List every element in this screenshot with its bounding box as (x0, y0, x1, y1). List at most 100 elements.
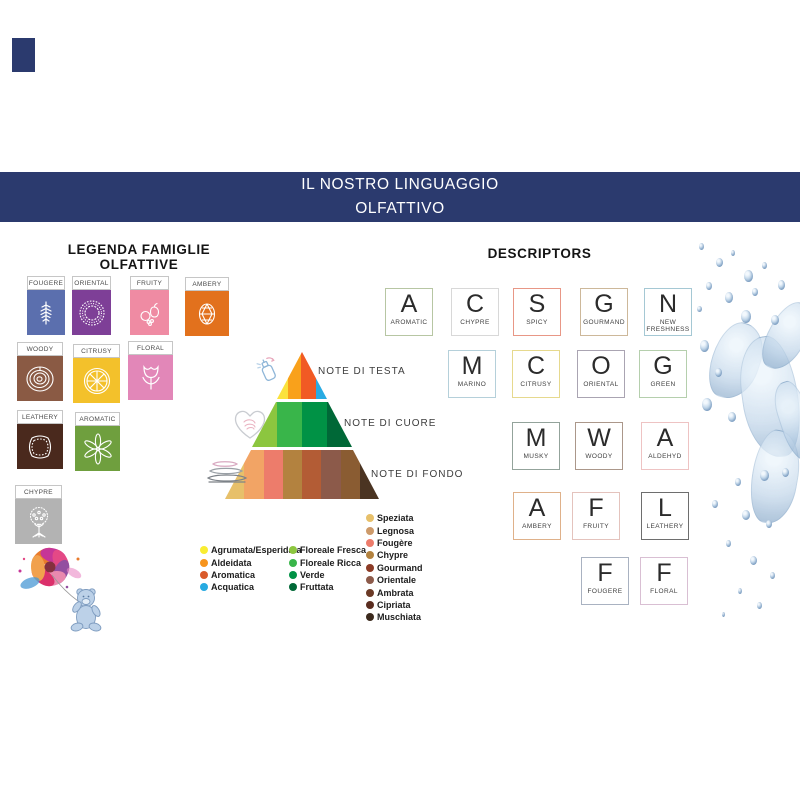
legend-dot (366, 576, 374, 585)
legend-dot (289, 546, 297, 555)
family-tile-label: FRUITY (130, 276, 169, 290)
family-tile-swatch (130, 290, 169, 335)
legend-dot (200, 558, 208, 567)
mandala-icon (78, 299, 105, 326)
descriptor-letter: L (658, 494, 672, 522)
descriptor-letter: C (465, 290, 485, 318)
spray-bottle-icon (256, 357, 276, 381)
descriptor-label: CHYPRE (460, 319, 490, 326)
layers-icon (206, 461, 248, 483)
tier-segment (263, 450, 283, 499)
descriptor-letter: A (656, 424, 674, 452)
page-title-line1: IL NOSTRO LINGUAGGIO (301, 176, 499, 193)
legend-item: Orientale (366, 574, 423, 586)
family-tile-swatch (185, 291, 229, 336)
family-tile-swatch (17, 424, 63, 469)
legend-label: Floreale Ricca (300, 557, 362, 568)
descriptor-label: FRUITY (583, 523, 609, 530)
descriptor-tile-chypre: C CHYPRE (451, 288, 499, 336)
descriptor-label: SPICY (526, 319, 548, 326)
family-tile-label: CITRUSY (73, 344, 120, 358)
header-bar: IL NOSTRO LINGUAGGIO OLFATTIVO (0, 172, 800, 222)
fern-icon (40, 300, 52, 325)
legend-dot (289, 583, 297, 592)
legend-dot (366, 600, 374, 609)
legend-item: Chypre (366, 549, 423, 561)
legend-item: Cipriata (366, 599, 423, 611)
descriptor-label: NEW FRESHNESS (646, 319, 690, 333)
leather-hide-icon (28, 434, 52, 459)
legend-dot (289, 558, 297, 567)
base-notes-label: NOTE DI FONDO (371, 469, 464, 480)
tier-segment (340, 450, 360, 499)
legend-dot (289, 570, 297, 579)
legend-item: Acquatica (200, 581, 302, 593)
legend-dot (366, 538, 374, 547)
legend-label: Speziata (377, 513, 414, 524)
descriptor-tile-new-freshness: N NEW FRESHNESS (644, 288, 692, 336)
family-tile-leathery: LEATHERY (17, 410, 63, 469)
tier-segment (302, 450, 322, 499)
legend-item: Gourmand (366, 562, 423, 574)
descriptor-tile-musky: M MUSKY (512, 422, 560, 470)
descriptor-letter: M (525, 424, 547, 452)
legend-label: Floreale Fresca (300, 545, 367, 556)
legend-dot (366, 526, 374, 535)
descriptor-letter: G (594, 290, 614, 318)
legend-item: Legnosa (366, 524, 423, 536)
legend-label: Muschiata (377, 612, 422, 623)
family-tile-label: FOUGERE (27, 276, 65, 290)
family-tile-citrusy: CITRUSY (73, 344, 120, 403)
descriptor-label: LEATHERY (646, 523, 684, 530)
legend-label: Legnosa (377, 525, 415, 536)
descriptor-tile-spicy: S SPICY (513, 288, 561, 336)
descriptor-label: FLORAL (650, 588, 678, 595)
pyramid-legend-column-2: Floreale Fresca Floreale Ricca Verde Fru… (289, 544, 366, 594)
legend-dot (200, 546, 208, 555)
descriptor-label: GREEN (650, 381, 676, 388)
descriptor-tile-green: G GREEN (639, 350, 687, 398)
family-tile-chypre: CHYPRE (15, 485, 62, 544)
legend-item: Aldeidata (200, 556, 302, 568)
legend-dot (366, 514, 374, 523)
family-tile-label: FLORAL (128, 341, 173, 355)
family-tile-swatch (15, 499, 62, 544)
family-tile-fougere: FOUGERE (27, 276, 65, 335)
tier-segment (282, 450, 302, 499)
legend-label: Verde (300, 569, 325, 580)
heart-notes-label: NOTE DI CUORE (344, 418, 437, 429)
family-tile-label: CHYPRE (15, 485, 62, 499)
family-tile-label: LEATHERY (17, 410, 63, 424)
legend-dot (200, 570, 208, 579)
descriptor-tile-citrusy: C CITRUSY (512, 350, 560, 398)
descriptor-letter: A (400, 290, 418, 318)
descriptor-tile-leathery: L LEATHERY (641, 492, 689, 540)
page-title-line2: OLFATTIVO (355, 200, 445, 217)
legend-item: Muschiata (366, 611, 423, 623)
legend-dot (200, 583, 208, 592)
legend-item: Floreale Fresca (289, 544, 366, 556)
legend-dot (366, 563, 374, 572)
family-tile-label: WOODY (17, 342, 63, 356)
tier-segment (302, 402, 327, 447)
descriptor-letter: W (587, 424, 611, 452)
legend-item: Fruttata (289, 581, 366, 593)
legend-dot (366, 613, 374, 622)
descriptor-tile-fruity: F FRUITY (572, 492, 620, 540)
family-tile-label: AMBERY (185, 277, 229, 291)
descriptor-letter: F (656, 559, 672, 587)
water-splash-image (685, 230, 800, 625)
tier-segment (301, 352, 316, 399)
legend-item: Speziata (366, 512, 423, 524)
descriptor-label: AMBERY (522, 523, 552, 530)
descriptor-tile-woody: W WOODY (575, 422, 623, 470)
pyramid-legend-column-3: Speziata Legnosa Fougère Chypre Gourmand… (366, 512, 423, 624)
legend-dot (366, 551, 374, 560)
heart-icon (234, 410, 266, 439)
descriptor-tile-fougere: F FOUGERE (581, 557, 629, 605)
legend-dot (366, 588, 374, 597)
legend-label: Aldeidata (211, 557, 252, 568)
legend-label: Orientale (377, 575, 417, 586)
family-tile-oriental: ORIENTAL (72, 276, 111, 335)
